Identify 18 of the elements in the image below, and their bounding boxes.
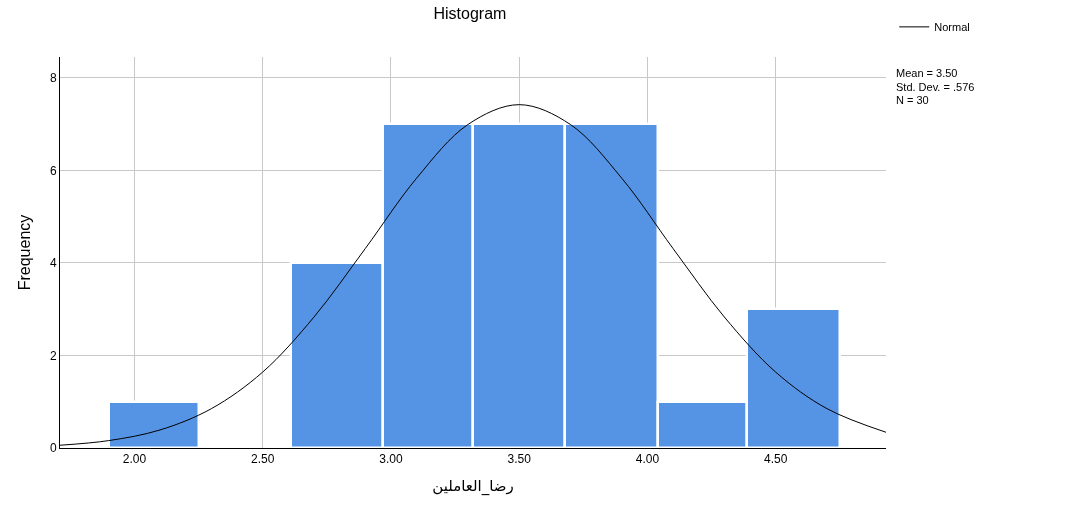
x-tick-label: 2.00 — [122, 452, 147, 467]
y-tick-label: 2 — [49, 348, 57, 363]
text: Mean = 3.50 — [896, 67, 958, 79]
text: Std. Dev. = .576 — [896, 81, 975, 93]
y-tick-label: 8 — [49, 71, 57, 86]
y-tick-label: 0 — [49, 441, 57, 456]
x-tick-label: 3.00 — [379, 452, 403, 467]
x-tick-label: 4.00 — [635, 452, 660, 467]
y-tick-label: 6 — [49, 163, 57, 178]
x-tick-label: 3.50 — [507, 452, 532, 467]
chart-title: Histogram — [433, 4, 507, 22]
x-tick-label: 4.50 — [764, 452, 788, 467]
x-axis-title: رضا_العاملين — [432, 477, 514, 497]
y-axis-title: Frequency — [15, 214, 33, 291]
text: N = 30 — [896, 94, 929, 106]
legend-label: Normal — [934, 21, 970, 34]
x-tick-label: 2.50 — [250, 452, 275, 467]
y-tick-label: 4 — [49, 256, 57, 271]
